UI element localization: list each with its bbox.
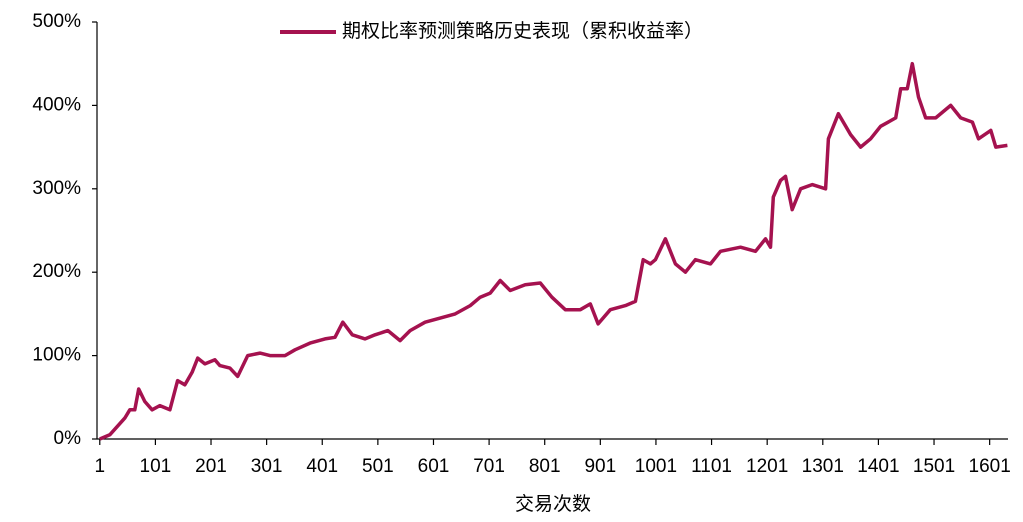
x-tick-label: 801 bbox=[529, 456, 561, 477]
x-tick-label: 1101 bbox=[691, 456, 732, 477]
x-tick-label: 1201 bbox=[746, 456, 788, 477]
x-tick-label: 501 bbox=[362, 456, 394, 477]
x-tick-label: 901 bbox=[584, 456, 616, 477]
y-tick-label: 0% bbox=[54, 428, 82, 449]
x-axis-label: 交易次数 bbox=[515, 493, 591, 515]
x-tick-label: 1601 bbox=[969, 456, 1011, 477]
x-tick-label: 101 bbox=[140, 456, 172, 477]
x-tick-label: 1501 bbox=[913, 456, 955, 477]
x-tick-label: 401 bbox=[306, 456, 338, 477]
x-tick-label: 601 bbox=[418, 456, 450, 477]
x-tick-label: 201 bbox=[195, 456, 227, 477]
x-tick-label: 1001 bbox=[635, 456, 677, 477]
y-tick-label: 400% bbox=[32, 94, 81, 115]
x-tick-label: 701 bbox=[473, 456, 505, 477]
x-tick-label: 301 bbox=[251, 456, 283, 477]
y-tick-label: 500% bbox=[32, 11, 81, 32]
y-tick-label: 100% bbox=[32, 345, 81, 366]
y-tick-label: 300% bbox=[32, 178, 81, 199]
x-tick-label: 1401 bbox=[857, 456, 899, 477]
y-tick-label: 200% bbox=[32, 261, 81, 282]
series-line bbox=[99, 61, 1008, 441]
legend-label: 期权比率预测策略历史表现（累积收益率） bbox=[342, 20, 703, 42]
x-tick-label: 1301 bbox=[802, 456, 844, 477]
x-tick-label: 1 bbox=[94, 456, 105, 477]
